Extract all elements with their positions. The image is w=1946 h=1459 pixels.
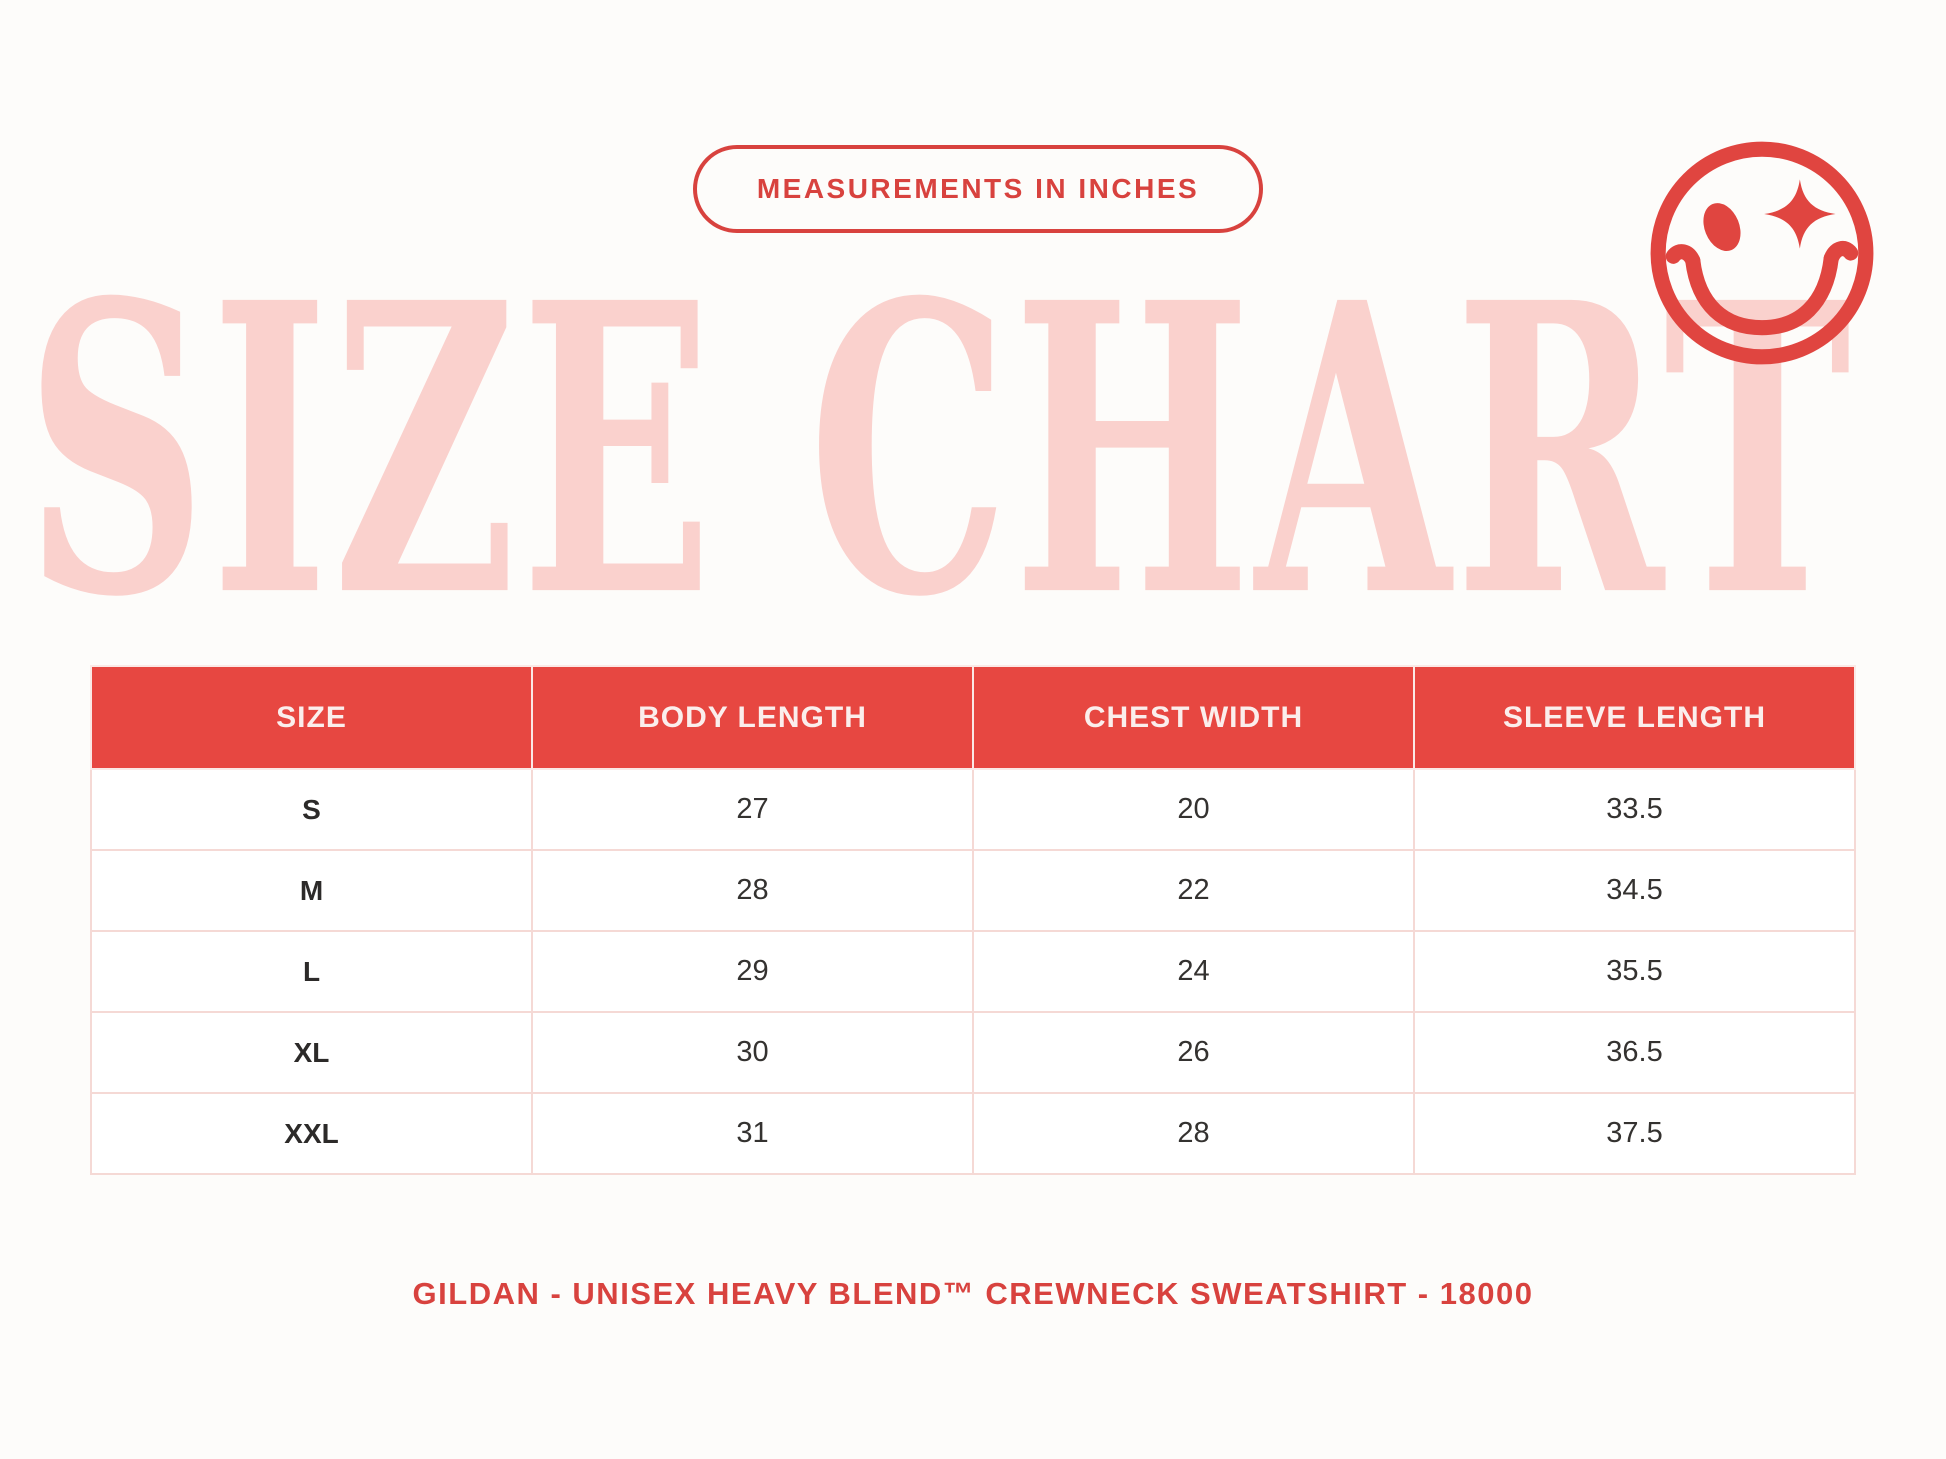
measurements-badge: MEASUREMENTS IN INCHES — [693, 145, 1263, 233]
body-length-cell: 30 — [531, 1011, 974, 1094]
sleeve-length-cell: 34.5 — [1413, 849, 1856, 932]
sleeve-length-cell: 35.5 — [1413, 930, 1856, 1013]
table-row: XXL 31 28 37.5 — [90, 1092, 1856, 1175]
size-table: SIZE BODY LENGTH CHEST WIDTH SLEEVE LENG… — [90, 665, 1856, 1175]
body-length-cell: 27 — [531, 768, 974, 851]
chest-width-cell: 22 — [972, 849, 1415, 932]
size-cell: M — [90, 849, 533, 932]
size-cell: XXL — [90, 1092, 533, 1175]
table-row: XL 30 26 36.5 — [90, 1011, 1856, 1094]
product-name: GILDAN - UNISEX HEAVY BLEND™ CREWNECK SW… — [412, 1276, 1534, 1311]
chest-width-cell: 28 — [972, 1092, 1415, 1175]
chest-width-cell: 20 — [972, 768, 1415, 851]
column-header-sleeve-length: SLEEVE LENGTH — [1413, 665, 1856, 770]
sleeve-length-cell: 33.5 — [1413, 768, 1856, 851]
table-header-row: SIZE BODY LENGTH CHEST WIDTH SLEEVE LENG… — [90, 665, 1856, 770]
body-length-cell: 28 — [531, 849, 974, 932]
body-length-cell: 29 — [531, 930, 974, 1013]
size-cell: XL — [90, 1011, 533, 1094]
chest-width-cell: 26 — [972, 1011, 1415, 1094]
sleeve-length-cell: 36.5 — [1413, 1011, 1856, 1094]
table-row: L 29 24 35.5 — [90, 930, 1856, 1013]
measurements-badge-label: MEASUREMENTS IN INCHES — [756, 173, 1200, 204]
sleeve-length-cell: 37.5 — [1413, 1092, 1856, 1175]
column-header-body-length: BODY LENGTH — [531, 665, 974, 770]
table-row: S 27 20 33.5 — [90, 768, 1856, 851]
size-cell: L — [90, 930, 533, 1013]
column-header-chest-width: CHEST WIDTH — [972, 665, 1415, 770]
column-header-size: SIZE — [90, 665, 533, 770]
winking-smiley-icon — [1650, 141, 1874, 365]
page-title: SIZE CHART — [24, 217, 1856, 685]
size-cell: S — [90, 768, 533, 851]
table-row: M 28 22 34.5 — [90, 849, 1856, 932]
chest-width-cell: 24 — [972, 930, 1415, 1013]
body-length-cell: 31 — [531, 1092, 974, 1175]
